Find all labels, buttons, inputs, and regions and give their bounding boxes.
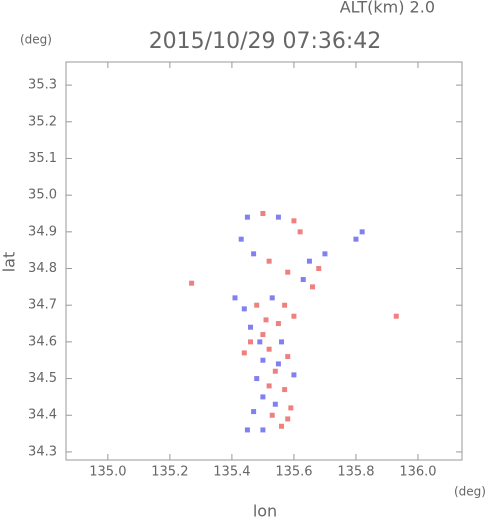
echo-pixel xyxy=(254,302,260,308)
x-axis-label: lon xyxy=(253,502,277,521)
y-tick-label: 34.9 xyxy=(28,224,57,239)
echo-pixel xyxy=(260,394,266,400)
y-tick-label: 35.1 xyxy=(28,151,57,166)
x-unit: (deg) xyxy=(454,485,486,499)
echo-pixel xyxy=(260,332,266,338)
y-tick-label: 35.0 xyxy=(28,188,57,203)
echo-pixel xyxy=(251,251,257,257)
echo-pixel xyxy=(269,412,275,418)
echo-pixel xyxy=(269,295,275,301)
y-tick-label: 34.7 xyxy=(28,298,57,313)
echo-pixel xyxy=(244,214,250,220)
echo-pixel xyxy=(297,229,303,235)
echo-pixel xyxy=(322,251,328,257)
echo-pixel xyxy=(275,361,281,367)
echo-pixel xyxy=(266,383,272,389)
y-tick-label: 34.6 xyxy=(28,334,57,349)
echo-pixel xyxy=(189,280,195,286)
echo-pixel xyxy=(282,302,288,308)
echo-pixel xyxy=(306,258,312,264)
echo-pixel xyxy=(393,313,399,319)
echo-pixel xyxy=(248,324,254,330)
echo-pixel xyxy=(272,368,278,374)
echo-pixel xyxy=(291,372,297,378)
x-tick-label: 135.8 xyxy=(337,465,374,480)
echo-pixel xyxy=(316,266,322,272)
y-axis-label: lat xyxy=(0,252,19,273)
echo-pixel xyxy=(282,387,288,393)
echo-pixel xyxy=(241,306,247,312)
echo-pixel xyxy=(291,313,297,319)
y-tick-label: 34.8 xyxy=(28,261,57,276)
echo-pixel xyxy=(257,339,263,345)
echo-pixel xyxy=(260,210,266,216)
x-tick-label: 135.0 xyxy=(89,465,126,480)
echo-pixel xyxy=(359,229,365,235)
echo-pixel xyxy=(291,218,297,224)
plot-frame xyxy=(65,61,463,461)
echo-pixel xyxy=(238,236,244,242)
x-tick-label: 135.4 xyxy=(213,465,250,480)
echo-pixel xyxy=(263,317,269,323)
x-tick-label: 136.0 xyxy=(399,465,436,480)
echo-pixel xyxy=(232,295,238,301)
echo-pixel xyxy=(353,236,359,242)
echo-pixel xyxy=(275,214,281,220)
echo-pixel xyxy=(260,427,266,433)
echo-pixel xyxy=(285,354,291,360)
echo-pixel xyxy=(310,284,316,290)
echo-pixel xyxy=(279,423,285,429)
y-tick-label: 34.4 xyxy=(28,408,57,423)
echo-pixel xyxy=(251,409,257,415)
echo-pixel xyxy=(248,339,254,345)
echo-pixel xyxy=(288,405,294,411)
y-tick-label: 35.2 xyxy=(28,114,57,129)
echo-pixel xyxy=(266,346,272,352)
echo-pixel xyxy=(300,277,306,283)
x-tick-label: 135.2 xyxy=(151,465,188,480)
echo-pixel xyxy=(260,357,266,363)
echo-pixel xyxy=(244,427,250,433)
echo-pixel xyxy=(254,376,260,382)
x-tick-label: 135.6 xyxy=(275,465,312,480)
altitude-label: ALT(km) 2.0 xyxy=(340,0,435,17)
echo-pixel xyxy=(241,350,247,356)
echo-pixel xyxy=(285,269,291,275)
echo-pixel xyxy=(285,416,291,422)
echo-pixel xyxy=(279,339,285,345)
y-unit: (deg) xyxy=(20,33,52,47)
echo-pixel xyxy=(272,401,278,407)
echo-pixel xyxy=(266,258,272,264)
y-tick-label: 35.3 xyxy=(28,78,57,93)
echo-pixel xyxy=(275,321,281,327)
y-tick-label: 34.3 xyxy=(28,444,57,459)
y-tick-label: 34.5 xyxy=(28,371,57,386)
chart-title: 2015/10/29 07:36:42 xyxy=(149,29,382,54)
